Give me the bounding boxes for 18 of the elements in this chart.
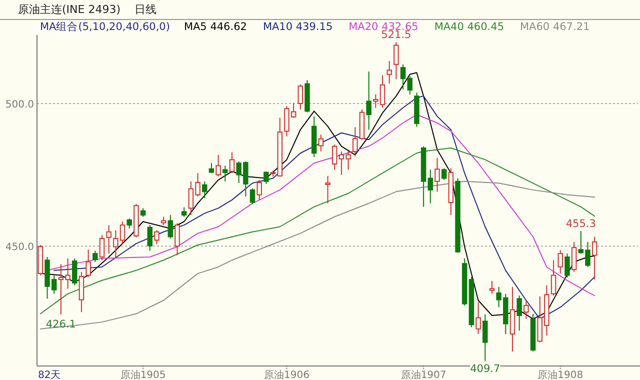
annotation: 521.5 xyxy=(381,29,412,42)
annotation: 409.7 xyxy=(470,363,500,376)
x-tick-label: 原油1905 xyxy=(120,369,166,380)
text: MA60 467.21 xyxy=(520,21,590,33)
text: MA40 460.45 xyxy=(434,21,504,33)
y-tick-label: 500.0 xyxy=(5,99,34,110)
y-tick-label: 450.0 xyxy=(5,242,34,254)
chart-title: 原油主连(INE 2493) xyxy=(18,3,120,16)
x-tick-label: 原油1908 xyxy=(538,369,584,380)
chart-subtitle: 日线 xyxy=(134,3,156,16)
text: MA5 446.62 xyxy=(184,21,247,33)
x-tick-label: 原油1907 xyxy=(400,369,446,380)
x-tick-label: 原油1906 xyxy=(264,369,310,380)
annotation: 426.1 xyxy=(46,318,76,330)
text: 82天 xyxy=(38,370,61,380)
annotation: 455.3 xyxy=(566,218,596,230)
legend-title: MA组合(5,10,20,40,60,0) xyxy=(40,20,170,33)
text: MA10 439.15 xyxy=(262,21,333,33)
